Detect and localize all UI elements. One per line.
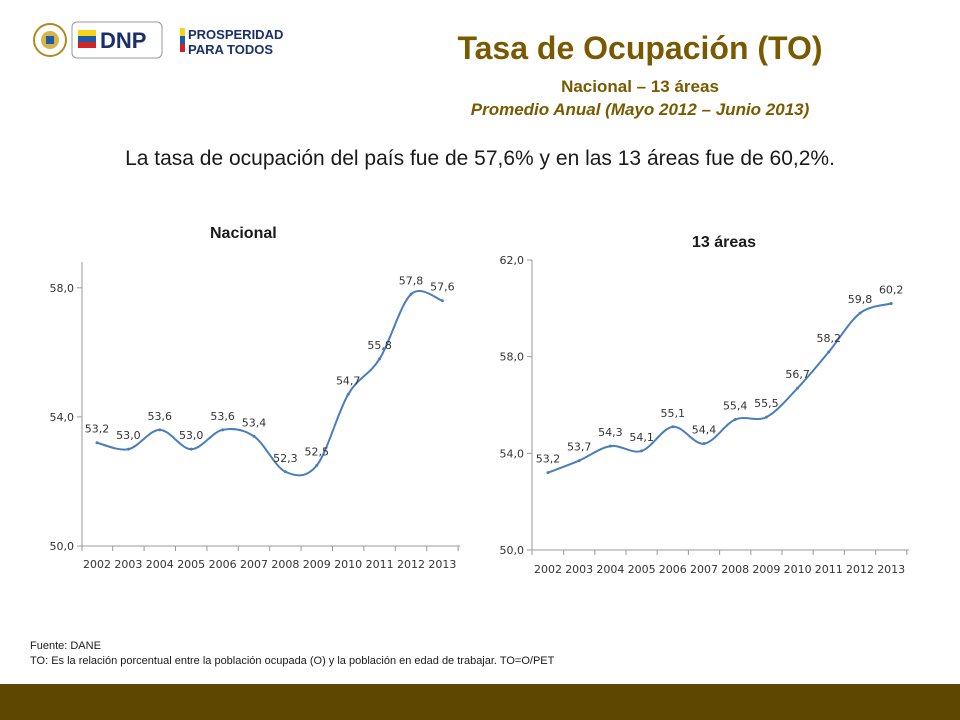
y-tick-label: 58,0: [500, 351, 525, 364]
x-tick-label: 2010: [334, 558, 362, 571]
data-point: [577, 459, 581, 463]
data-point: [608, 444, 612, 448]
colombia-coat-of-arms-icon: [33, 23, 67, 57]
x-tick-label: 2009: [303, 558, 331, 571]
data-point: [702, 442, 706, 446]
data-label: 55,4: [723, 400, 748, 413]
y-tick-label: 54,0: [500, 447, 525, 460]
definition-note: TO: Es la relación porcentual entre la p…: [30, 655, 555, 667]
data-label: 57,6: [430, 281, 455, 294]
x-tick-label: 2012: [846, 563, 874, 576]
data-point: [95, 441, 99, 445]
x-tick-label: 2008: [721, 563, 749, 576]
y-tick-label: 50,0: [500, 544, 525, 557]
x-tick-label: 2010: [784, 563, 812, 576]
chart-title-nacional: Nacional: [210, 225, 277, 242]
x-tick-label: 2005: [177, 558, 205, 571]
data-label: 52,3: [273, 452, 298, 465]
data-point: [440, 299, 444, 303]
x-tick-label: 2013: [428, 558, 456, 571]
x-tick-label: 2002: [534, 563, 562, 576]
data-point: [283, 470, 287, 474]
source-note: Fuente: DANE: [30, 640, 101, 652]
y-tick-label: 62,0: [500, 254, 525, 267]
x-tick-label: 2006: [209, 558, 237, 571]
footer-bar: [0, 684, 960, 720]
data-label: 53,0: [179, 429, 204, 442]
x-tick-label: 2008: [271, 558, 299, 571]
data-point: [189, 447, 193, 451]
data-label: 54,1: [629, 431, 654, 444]
data-label: 53,7: [567, 441, 592, 454]
x-tick-label: 2003: [565, 563, 593, 576]
chart-13-areas: 50,0 54,0 58,0 62,0 2002 2003 2004 2005 2006 2007…: [500, 254, 909, 576]
x-tick-label: 2012: [397, 558, 425, 571]
x-tick-label: 2002: [83, 558, 111, 571]
data-point: [671, 425, 675, 429]
data-label: 55,8: [367, 339, 392, 352]
x-tick-label: 2004: [146, 558, 174, 571]
data-label: 55,1: [661, 407, 686, 420]
data-point: [796, 386, 800, 390]
data-point: [546, 471, 550, 475]
svg-text:PROSPERIDAD: PROSPERIDAD: [188, 27, 283, 42]
x-tick-label: 2005: [628, 563, 656, 576]
data-point: [378, 357, 382, 361]
data-point: [126, 447, 130, 451]
data-label: 60,2: [879, 284, 904, 297]
data-point: [158, 428, 162, 432]
data-label: 54,7: [336, 374, 361, 387]
data-label: 59,8: [848, 293, 873, 306]
data-point: [315, 463, 319, 467]
x-tick-label: 2003: [114, 558, 142, 571]
x-tick-label: 2011: [815, 563, 843, 576]
x-tick-label: 2004: [596, 563, 624, 576]
data-label: 56,7: [785, 368, 810, 381]
data-label: 54,3: [598, 426, 623, 439]
data-point: [889, 302, 893, 305]
x-tick-label: 2013: [877, 563, 905, 576]
data-point: [733, 418, 737, 421]
page-subtitle: Nacional – 13 áreas: [561, 77, 719, 96]
x-tick-label: 2007: [240, 558, 268, 571]
data-label: 53,6: [210, 410, 235, 423]
data-label: 53,4: [242, 416, 267, 429]
x-tick-label: 2009: [752, 563, 780, 576]
dnp-logo: DNP: [71, 21, 163, 59]
data-point: [764, 415, 768, 419]
series-line: [96, 290, 443, 477]
data-point: [409, 292, 413, 296]
data-point: [640, 449, 644, 453]
data-label: 53,2: [536, 453, 561, 466]
period-subtitle: Promedio Anual (Mayo 2012 – Junio 2013): [470, 100, 810, 119]
data-point: [252, 434, 256, 438]
y-tick-label: 50,0: [50, 540, 75, 553]
data-label: 54,4: [692, 424, 717, 437]
data-label: 52,5: [305, 445, 330, 458]
x-tick-label: 2006: [659, 563, 687, 576]
x-tick-label: 2011: [366, 558, 394, 571]
chart-nacional: 50,0 54,0 58,0 2002 2003 2004 2005 2006 2007 2008…: [50, 262, 461, 571]
logos: DNP PROSPERIDAD PARA TODOS: [33, 21, 283, 59]
data-point: [827, 350, 831, 354]
series-line: [547, 302, 892, 474]
y-tick-label: 54,0: [50, 411, 75, 424]
svg-text:DNP: DNP: [100, 28, 146, 53]
chart-title-13-areas: 13 áreas: [692, 234, 757, 251]
data-point: [346, 392, 350, 396]
data-label: 53,0: [116, 429, 140, 442]
data-point: [858, 311, 862, 315]
data-label: 55,5: [754, 397, 779, 410]
y-tick-label: 58,0: [50, 282, 75, 295]
lead-text: La tasa de ocupación del país fue de 57,…: [125, 147, 835, 170]
data-label: 53,6: [148, 410, 173, 423]
page-title: Tasa de Ocupación (TO): [457, 30, 823, 66]
data-point: [221, 428, 225, 432]
data-label: 58,2: [817, 332, 842, 345]
svg-text:PARA TODOS: PARA TODOS: [188, 42, 273, 57]
data-label: 57,8: [399, 274, 424, 287]
prosperidad-logo: PROSPERIDAD PARA TODOS: [180, 27, 283, 57]
x-tick-label: 2007: [690, 563, 718, 576]
data-label: 53,2: [85, 423, 110, 436]
